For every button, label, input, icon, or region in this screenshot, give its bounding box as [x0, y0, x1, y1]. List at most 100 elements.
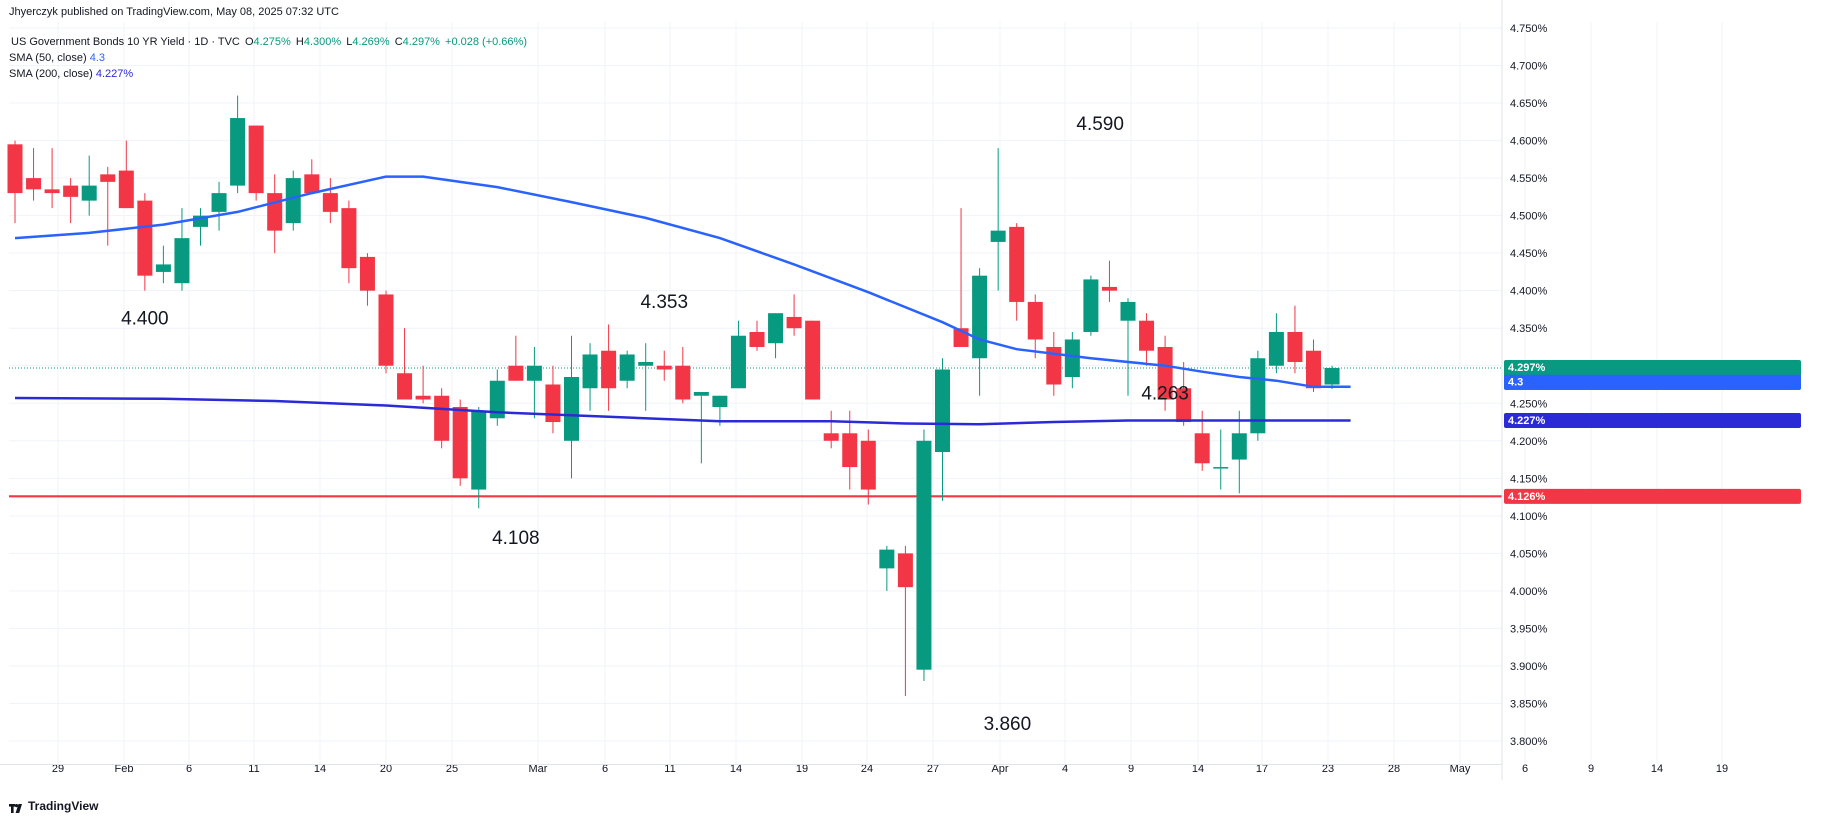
tradingview-brand: TradingView — [28, 799, 99, 813]
candle — [1213, 429, 1229, 490]
candle-body — [508, 365, 524, 381]
candle — [1250, 350, 1266, 441]
annotations: 4.400 4.108 4.353 4.590 3.860 4.263 — [121, 114, 1189, 735]
candle-body — [1139, 320, 1155, 351]
candle-body — [211, 193, 227, 212]
time-axis[interactable]: 29 Feb 6 11 14 20 25 Mar 6 11 14 19 24 27 Apr 4 9 14 17 23 2… — [0, 763, 1728, 775]
candle — [26, 148, 42, 201]
candle — [1139, 313, 1155, 366]
candle-body — [100, 174, 116, 182]
candle-body — [1027, 301, 1043, 340]
open-label: O — [244, 36, 254, 48]
candle — [564, 335, 579, 479]
candle-body — [26, 178, 42, 190]
x-tick-label: 14 — [1192, 763, 1204, 775]
candle-body — [7, 144, 23, 194]
candle-body — [545, 384, 561, 423]
candle-body — [972, 275, 988, 359]
annotation-label: 3.860 — [984, 714, 1032, 735]
price-label-box — [1504, 374, 1801, 390]
legend-sma50-row[interactable]: SMA (50, close) 4.3 — [9, 52, 105, 64]
annotation-label: 4.108 — [492, 528, 540, 549]
candle — [1101, 260, 1117, 302]
x-tick-label: 14 — [1651, 763, 1663, 775]
x-tick-label: 9 — [1588, 763, 1594, 775]
candle — [1324, 365, 1340, 390]
candle-body — [935, 369, 950, 453]
symbol-title[interactable]: US Government Bonds 10 YR Yield · 1D · T… — [11, 36, 240, 48]
x-tick-label: 28 — [1388, 763, 1400, 775]
price-label-text: 4.227% — [1508, 415, 1546, 427]
legend-sma200-row[interactable]: SMA (200, close) 4.227% — [9, 68, 133, 80]
annotation-label: 4.400 — [121, 309, 169, 330]
candle-body — [471, 410, 487, 490]
y-tick-label: 4.550% — [1510, 173, 1548, 185]
price-label: 4.3 — [1504, 374, 1801, 390]
candle — [285, 170, 301, 231]
sma200-label: SMA (200, close) — [9, 68, 93, 80]
x-tick-label: 19 — [796, 763, 808, 775]
candle-body — [44, 189, 60, 194]
candle — [267, 174, 283, 254]
candle — [693, 392, 709, 464]
candle-body — [693, 392, 709, 396]
candle — [953, 208, 969, 347]
y-tick-label: 4.750% — [1510, 23, 1548, 35]
candle — [7, 140, 23, 224]
price-label-box — [1504, 413, 1801, 429]
y-tick-label: 4.250% — [1510, 398, 1548, 410]
annotation-label: 4.353 — [640, 292, 688, 313]
candle — [63, 178, 79, 224]
candle — [879, 545, 895, 591]
candle-body — [842, 433, 858, 468]
tradingview-logo-icon — [9, 802, 24, 813]
candle-body — [1101, 286, 1117, 291]
candle — [341, 200, 357, 284]
tradingview-footer[interactable]: TradingView — [9, 799, 98, 813]
low-label: L — [346, 36, 353, 48]
candle-body — [489, 380, 505, 419]
x-tick-label: 11 — [248, 763, 259, 775]
sma50-label: SMA (50, close) — [9, 52, 87, 64]
x-tick-label: 19 — [1716, 763, 1728, 775]
candle — [359, 253, 375, 306]
candle — [100, 166, 116, 246]
y-tick-label: 4.600% — [1510, 136, 1548, 148]
candle — [935, 358, 950, 501]
candle-body — [304, 174, 320, 194]
candle-body — [193, 215, 208, 227]
candle-body — [712, 395, 728, 408]
y-tick-label: 3.900% — [1510, 661, 1548, 673]
x-tick-label: 11 — [664, 763, 675, 775]
candle-body — [601, 350, 617, 389]
moving-averages — [14, 175, 1351, 426]
candle-body — [619, 354, 635, 381]
candle — [1157, 335, 1173, 411]
candle-body — [786, 316, 802, 329]
candle — [638, 343, 654, 411]
candle — [805, 320, 821, 400]
candle — [749, 320, 765, 351]
candle-body — [879, 549, 895, 569]
candle-body — [1231, 433, 1247, 460]
candle-body — [174, 238, 190, 284]
candle — [842, 410, 858, 490]
candle-body — [897, 553, 913, 588]
candle — [434, 388, 450, 449]
candle-body — [990, 230, 1006, 242]
candle — [489, 369, 505, 426]
candle-body — [1194, 433, 1210, 464]
candle — [81, 155, 97, 216]
price-label-text: 4.297% — [1508, 362, 1546, 374]
candle-body — [1157, 346, 1173, 400]
candle — [656, 350, 672, 381]
y-tick-label: 3.800% — [1510, 736, 1548, 748]
candle — [768, 313, 784, 359]
y-tick-label: 4.150% — [1510, 473, 1548, 485]
legend-ohlc-row[interactable]: US Government Bonds 10 YR Yield · 1D · T… — [9, 36, 527, 48]
candle-body — [452, 407, 468, 479]
y-tick-label: 4.000% — [1510, 586, 1548, 598]
price-label: 4.227% — [1504, 413, 1801, 429]
x-tick-label: 17 — [1256, 763, 1268, 775]
